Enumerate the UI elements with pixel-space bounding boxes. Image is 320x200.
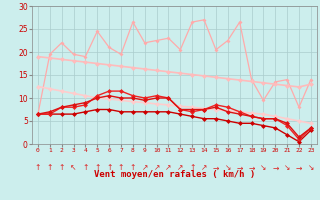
Text: ↗: ↗ [165,163,172,172]
Text: →: → [248,163,255,172]
Text: ↘: ↘ [284,163,290,172]
Text: →: → [213,163,219,172]
Text: →: → [272,163,278,172]
Text: ↑: ↑ [35,163,41,172]
Text: ↘: ↘ [260,163,267,172]
Text: →: → [296,163,302,172]
X-axis label: Vent moyen/en rafales ( km/h ): Vent moyen/en rafales ( km/h ) [94,170,255,179]
Text: ↗: ↗ [201,163,207,172]
Text: ↑: ↑ [130,163,136,172]
Text: ↘: ↘ [308,163,314,172]
Text: ↑: ↑ [82,163,89,172]
Text: ↗: ↗ [141,163,148,172]
Text: ↗: ↗ [153,163,160,172]
Text: ↗: ↗ [177,163,184,172]
Text: ↑: ↑ [118,163,124,172]
Text: ↘: ↘ [225,163,231,172]
Text: ↑: ↑ [59,163,65,172]
Text: ↖: ↖ [70,163,77,172]
Text: →: → [236,163,243,172]
Text: ↑: ↑ [106,163,112,172]
Text: ↑: ↑ [94,163,100,172]
Text: ↑: ↑ [47,163,53,172]
Text: ↑: ↑ [189,163,196,172]
